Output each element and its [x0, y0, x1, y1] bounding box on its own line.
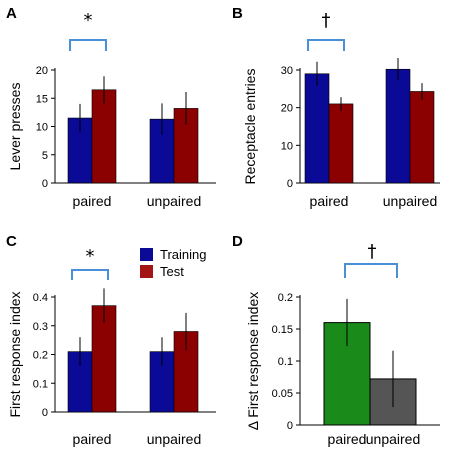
- significance-marker: †: [368, 241, 377, 262]
- y-tick-label: 5: [42, 150, 48, 162]
- panel-letter: A: [6, 5, 17, 22]
- bar-unpaired-test: [409, 91, 435, 184]
- legend-swatch-training: [140, 248, 153, 261]
- legend-swatch-test: [140, 265, 153, 278]
- y-tick-label: 0: [287, 420, 293, 432]
- y-tick-label: 30: [281, 65, 293, 77]
- category-label: unpaired: [383, 193, 438, 209]
- y-tick-label: 0.3: [33, 321, 48, 333]
- significance-marker: *: [84, 10, 93, 31]
- category-label: paired: [328, 431, 367, 447]
- panel-d: D 0 0.05 0.1 0.15 0.2 Δ First response index pa…: [232, 233, 440, 447]
- significance-bracket: [69, 39, 107, 51]
- bar-paired-test: [91, 89, 117, 184]
- y-axis-label: First response index: [7, 291, 23, 417]
- significance-bracket: [344, 263, 398, 278]
- y-tick-label: 10: [36, 122, 48, 134]
- panel-a: A 0 5 10 15 20 Lever presses paired unpaired *: [6, 5, 216, 209]
- y-tick-label: 0.15: [272, 324, 293, 336]
- bar-paired-test: [328, 103, 354, 184]
- significance-bracket: [307, 39, 345, 51]
- y-axis-label: Lever presses: [7, 83, 23, 171]
- panel-letter: D: [232, 233, 243, 250]
- y-axis-label: Receptacle entries: [242, 69, 258, 185]
- y-tick-label: 0: [287, 178, 293, 190]
- category-label: paired: [73, 193, 112, 209]
- category-label: paired: [310, 193, 349, 209]
- significance-marker: *: [86, 246, 95, 267]
- bar-paired-training: [304, 73, 330, 184]
- y-axis-label: Δ First response index: [245, 292, 261, 431]
- y-tick-label: 0.05: [272, 388, 293, 400]
- legend-label: Test: [160, 264, 184, 279]
- category-label: unpaired: [366, 431, 421, 447]
- legend-label: Training: [160, 247, 206, 262]
- panel-b: B 0 10 20 30 Receptacle entries paired unpaired…: [232, 5, 440, 209]
- panel-letter: B: [232, 5, 243, 22]
- y-tick-label: 0.1: [278, 356, 293, 368]
- category-label: unpaired: [147, 193, 202, 209]
- y-tick-label: 10: [281, 140, 293, 152]
- y-tick-label: 20: [281, 103, 293, 115]
- bar-paired: [323, 322, 371, 426]
- y-tick-label: 15: [36, 93, 48, 105]
- category-label: paired: [73, 431, 112, 447]
- y-tick-label: 20: [36, 65, 48, 77]
- y-tick-label: 0.2: [278, 292, 293, 304]
- category-label: unpaired: [147, 431, 202, 447]
- panel-letter: C: [6, 233, 17, 250]
- bar-paired-test: [91, 305, 117, 413]
- y-tick-label: 0: [42, 407, 48, 419]
- significance-bracket: [71, 269, 109, 280]
- bar-unpaired-test: [173, 108, 199, 184]
- y-tick-label: 0.1: [33, 378, 48, 390]
- y-tick-label: 0: [42, 178, 48, 190]
- y-tick-label: 0.2: [33, 350, 48, 362]
- bar-unpaired-training: [385, 68, 411, 184]
- y-tick-label: 0.4: [33, 292, 48, 304]
- significance-marker: †: [322, 10, 331, 31]
- panel-c: C 0 0.1 0.2 0.3 0.4 First response index paired…: [6, 233, 216, 447]
